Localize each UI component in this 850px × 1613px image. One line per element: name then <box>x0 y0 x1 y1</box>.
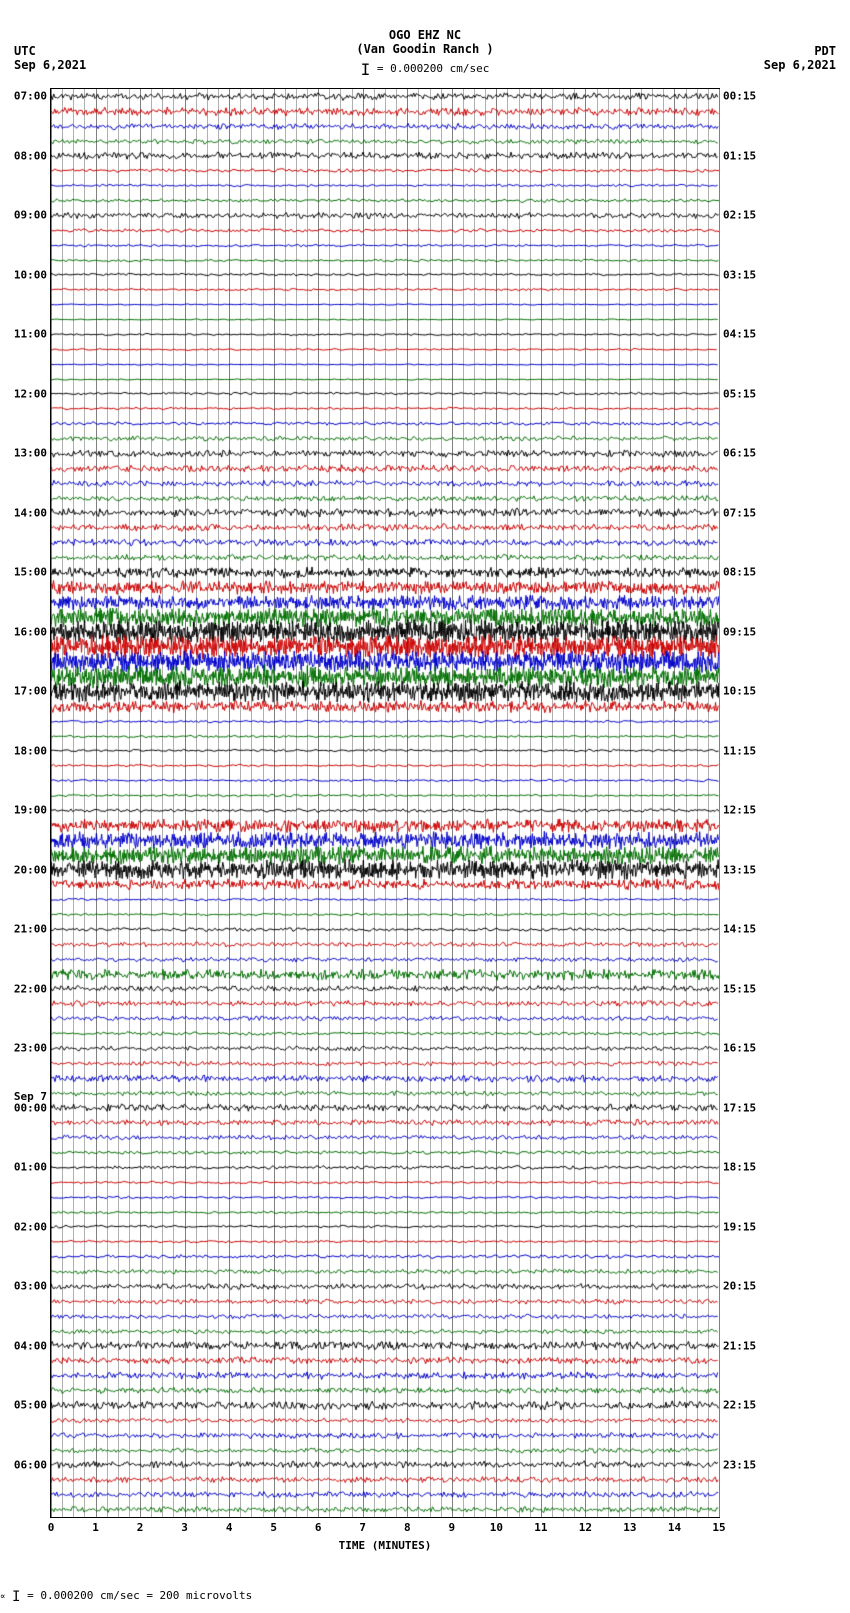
time-label-utc: 22:00 <box>14 982 47 995</box>
time-label-utc: 20:00 <box>14 863 47 876</box>
time-label-local: 00:15 <box>723 90 756 103</box>
time-label-utc: 03:00 <box>14 1280 47 1293</box>
time-label-utc: 07:00 <box>14 90 47 103</box>
time-label-local: 15:15 <box>723 982 756 995</box>
gridline-major <box>719 89 720 1517</box>
time-label-utc: 12:00 <box>14 387 47 400</box>
footer-text: = 0.000200 cm/sec = 200 microvolts <box>27 1589 252 1602</box>
time-label-local: 22:15 <box>723 1399 756 1412</box>
time-label-utc: 08:00 <box>14 149 47 162</box>
time-label-utc: 10:00 <box>14 268 47 281</box>
time-label-local: 19:15 <box>723 1220 756 1233</box>
time-label-local: 02:15 <box>723 209 756 222</box>
time-label-utc: 04:00 <box>14 1339 47 1352</box>
time-label-utc: 05:00 <box>14 1399 47 1412</box>
footer-scale: ∝ I = 0.000200 cm/sec = 200 microvolts <box>0 1589 252 1605</box>
time-label-utc: 21:00 <box>14 923 47 936</box>
time-label-local: 01:15 <box>723 149 756 162</box>
time-label-local: 12:15 <box>723 804 756 817</box>
station-code: OGO EHZ NC <box>0 0 850 42</box>
date-left: Sep 6,2021 <box>14 58 86 72</box>
date-right: Sep 6,2021 <box>764 58 836 72</box>
time-label-local: 23:15 <box>723 1458 756 1471</box>
time-label-utc: 06:00 <box>14 1458 47 1471</box>
time-label-utc: 19:00 <box>14 804 47 817</box>
time-label-local: 17:15 <box>723 1101 756 1114</box>
time-label-utc: 18:00 <box>14 744 47 757</box>
scale-text: = 0.000200 cm/sec <box>377 62 490 75</box>
time-label-utc: 09:00 <box>14 209 47 222</box>
time-label-local: 09:15 <box>723 625 756 638</box>
time-label-utc: 16:00 <box>14 625 47 638</box>
time-label-utc: 11:00 <box>14 328 47 341</box>
time-label-utc: 17:00 <box>14 685 47 698</box>
time-label-local: 10:15 <box>723 685 756 698</box>
timezone-left: UTC <box>14 44 36 58</box>
time-label-utc: 14:00 <box>14 506 47 519</box>
time-label-local: 14:15 <box>723 923 756 936</box>
date-break-label: Sep 7 <box>14 1090 47 1103</box>
time-label-local: 21:15 <box>723 1339 756 1352</box>
time-label-utc: 15:00 <box>14 566 47 579</box>
time-label-local: 05:15 <box>723 387 756 400</box>
time-label-utc: 02:00 <box>14 1220 47 1233</box>
time-label-local: 06:15 <box>723 447 756 460</box>
timezone-right: PDT <box>814 44 836 58</box>
time-label-local: 20:15 <box>723 1280 756 1293</box>
time-label-local: 16:15 <box>723 1042 756 1055</box>
time-label-local: 13:15 <box>723 863 756 876</box>
time-label-utc: 01:00 <box>14 1161 47 1174</box>
time-label-utc: 13:00 <box>14 447 47 460</box>
time-label-local: 03:15 <box>723 268 756 281</box>
time-label-utc: 00:00 <box>14 1101 47 1114</box>
time-label-local: 07:15 <box>723 506 756 519</box>
time-label-local: 18:15 <box>723 1161 756 1174</box>
time-label-local: 11:15 <box>723 744 756 757</box>
time-label-local: 08:15 <box>723 566 756 579</box>
time-label-utc: 23:00 <box>14 1042 47 1055</box>
seismic-trace <box>51 1493 719 1526</box>
seismogram-container: OGO EHZ NC (Van Goodin Ranch ) I = 0.000… <box>0 0 850 1613</box>
station-location: (Van Goodin Ranch ) <box>0 42 850 56</box>
x-axis-label: TIME (MINUTES) <box>339 1539 432 1552</box>
time-label-local: 04:15 <box>723 328 756 341</box>
seismogram-plot: TIME (MINUTES) 012345678910111213141507:… <box>50 88 720 1518</box>
